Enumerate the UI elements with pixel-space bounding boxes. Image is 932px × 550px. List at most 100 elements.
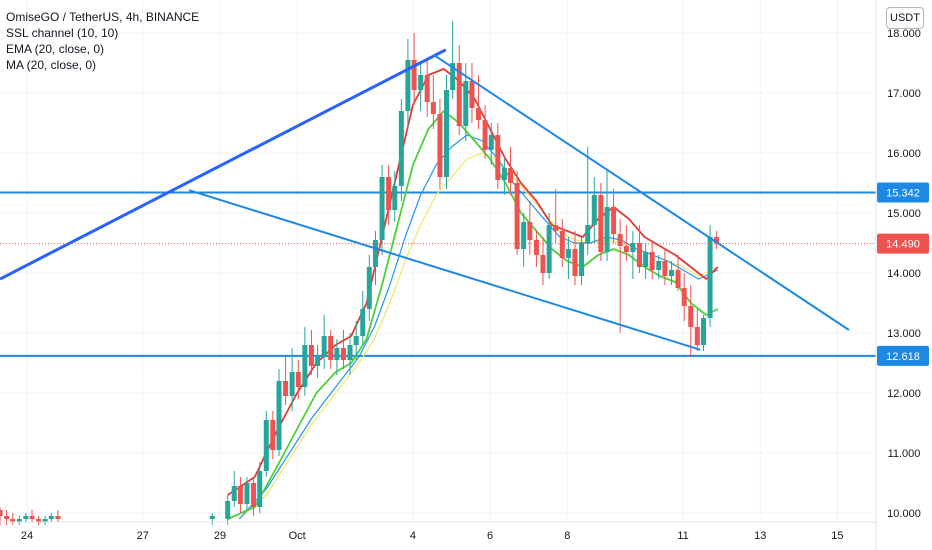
- candle-body: [430, 102, 436, 114]
- candle-body: [623, 246, 629, 252]
- indicator-ema-label[interactable]: EMA (20, close, 0): [6, 42, 105, 56]
- time-axis[interactable]: 24 27 29 Oct 4 6 8 11 13 15: [21, 530, 844, 542]
- candle-body: [553, 225, 559, 231]
- candle-body: [508, 168, 514, 183]
- candle-body: [565, 249, 571, 258]
- candle-body: [244, 483, 250, 504]
- candle-body: [521, 222, 527, 249]
- candle-body: [0, 510, 3, 516]
- level-price-label: 12.618: [886, 351, 920, 363]
- candle-body: [579, 243, 585, 276]
- candle-body: [340, 348, 346, 360]
- candle-body: [668, 270, 674, 276]
- candle-body: [263, 420, 269, 471]
- x-tick-label: 11: [677, 530, 688, 542]
- candle-body: [533, 240, 539, 255]
- candle-body: [321, 336, 327, 357]
- x-tick-label: 4: [410, 530, 416, 542]
- candle-body: [276, 381, 282, 450]
- candle-body: [308, 345, 314, 366]
- x-tick-label: 13: [754, 530, 766, 542]
- indicator-ma-label[interactable]: MA (20, close, 0): [6, 58, 97, 72]
- candle-body: [598, 195, 604, 252]
- indicators: [227, 68, 719, 520]
- candle-body: [707, 237, 713, 318]
- last-price-label: 14.490: [886, 239, 920, 251]
- candle-body: [450, 63, 456, 90]
- candle-body: [10, 519, 16, 522]
- candle-body: [488, 135, 494, 150]
- y-tick-label: 12.000: [887, 388, 921, 400]
- candle-body: [482, 120, 488, 150]
- candle-body: [328, 336, 334, 360]
- candle-body: [649, 252, 655, 270]
- candle-body: [463, 81, 469, 126]
- y-tick-label: 10.000: [887, 508, 921, 520]
- candle-body: [16, 519, 22, 522]
- candle-body: [476, 108, 482, 120]
- trendline: [0, 48, 447, 281]
- indicator-ssl-label[interactable]: SSL channel (10, 10): [6, 26, 119, 40]
- candle-body: [469, 81, 475, 108]
- horizontal-levels[interactable]: [0, 191, 876, 357]
- candle-body: [386, 177, 392, 210]
- candle-body: [295, 372, 301, 387]
- candle-body: [334, 348, 340, 360]
- candle-body: [289, 372, 295, 396]
- candle-body: [456, 63, 462, 126]
- x-tick-label: 29: [214, 530, 226, 542]
- candle-body: [42, 519, 48, 522]
- symbol-title[interactable]: OmiseGO / TetherUS, 4h, BINANCE: [6, 10, 200, 24]
- candle-body: [360, 309, 366, 336]
- x-tick-label: 15: [831, 530, 843, 542]
- trendline: [433, 54, 850, 331]
- candle-body: [209, 516, 215, 519]
- y-tick-label: 16.000: [887, 148, 921, 160]
- y-tick-label: 14.000: [887, 268, 921, 280]
- candle-body: [617, 234, 623, 246]
- candle-body: [411, 60, 417, 90]
- candle-body: [591, 195, 597, 225]
- currency-button[interactable]: USDT: [886, 7, 924, 29]
- level-price-label-bg: [877, 345, 929, 366]
- candle-body: [540, 255, 546, 273]
- price-axis[interactable]: 10.000 11.000 12.000 13.000 14.000 15.000 16.0…: [887, 28, 921, 520]
- y-tick-label: 11.000: [888, 448, 921, 460]
- candle-body: [611, 207, 617, 234]
- candle-body: [585, 225, 591, 243]
- candle-body: [424, 75, 430, 102]
- candle-body: [495, 135, 501, 180]
- candle-body: [353, 336, 359, 345]
- candle-body: [643, 252, 649, 267]
- candle-body: [501, 168, 507, 180]
- candle-body: [572, 249, 578, 276]
- candles: [0, 21, 720, 525]
- candle-body: [257, 471, 263, 507]
- candle-body: [527, 222, 533, 240]
- candle-body: [694, 327, 700, 345]
- candle-body: [714, 237, 720, 244]
- candle-body: [398, 111, 404, 186]
- y-tick-label: 15.000: [887, 208, 921, 220]
- candle-body: [366, 267, 372, 309]
- x-tick-label: Oct: [289, 530, 306, 542]
- candle-body: [681, 288, 687, 306]
- candle-body: [225, 501, 231, 519]
- trendlines[interactable]: [0, 48, 850, 351]
- candle-body: [29, 516, 35, 519]
- y-tick-label: 13.000: [887, 328, 921, 340]
- candle-body: [283, 381, 289, 396]
- candle-body: [675, 270, 681, 288]
- candle-body: [372, 240, 378, 267]
- candle-body: [55, 516, 61, 519]
- candle-body: [405, 60, 411, 111]
- candle-body: [418, 75, 424, 90]
- candle-body: [437, 114, 443, 177]
- chart-legend: OmiseGO / TetherUS, 4h, BINANCE SSL chan…: [6, 9, 199, 73]
- last-price-label-bg: [877, 233, 929, 254]
- candle-body: [392, 186, 398, 210]
- ssl-lower-line: [227, 68, 719, 496]
- x-tick-label: 27: [137, 530, 149, 542]
- candle-body: [379, 177, 385, 240]
